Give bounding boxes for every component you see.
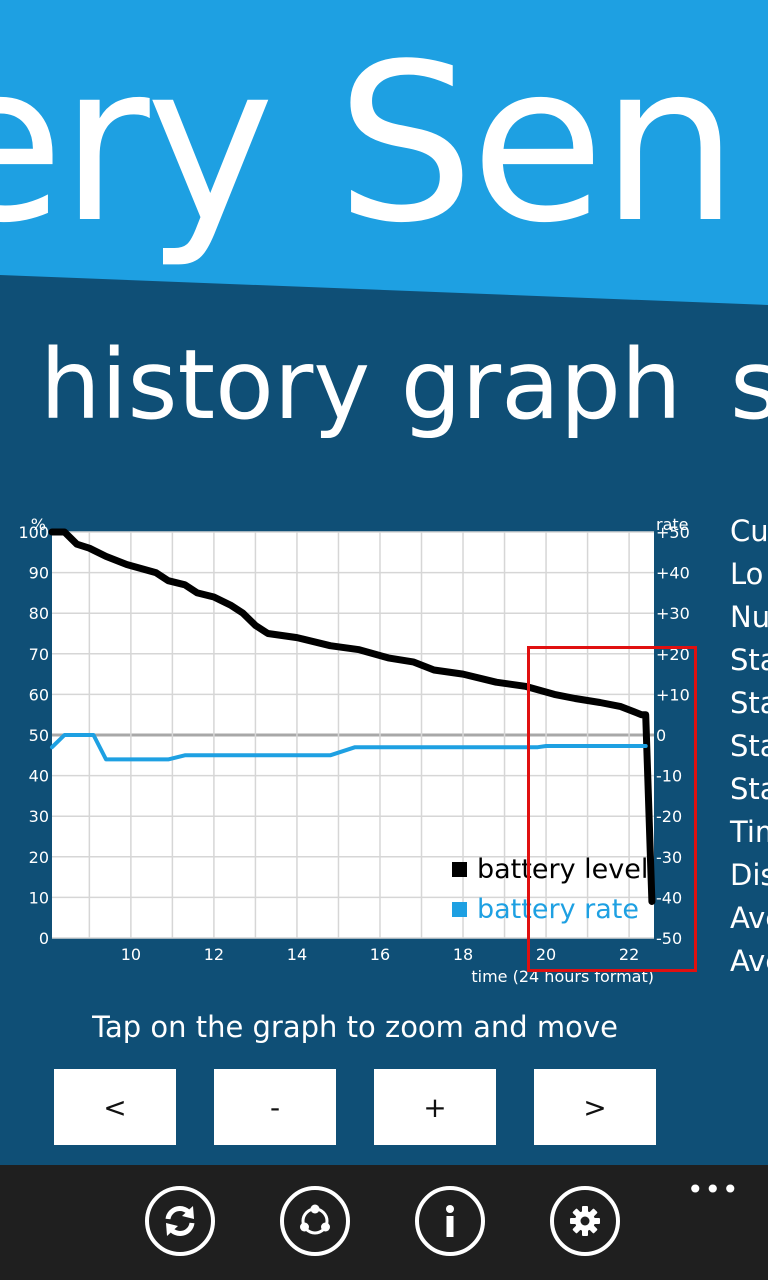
stat-label: Sta — [730, 686, 768, 720]
stat-label: Lo — [730, 557, 764, 591]
stat-label: Dis — [730, 858, 768, 892]
series-line-battery-rate — [50, 733, 648, 762]
info-button[interactable] — [415, 1186, 485, 1256]
y2-tick-label: -10 — [656, 767, 682, 786]
y2-tick-label: +30 — [656, 604, 690, 623]
app-title-band: ery Sen — [0, 0, 768, 305]
y2-tick-label: +40 — [656, 564, 690, 583]
chart-legend: battery level battery rate — [452, 854, 648, 925]
stat-label: Ave — [730, 901, 768, 935]
y2-tick-label: -20 — [656, 807, 682, 826]
y-tick-label: 0 — [39, 929, 49, 948]
y-axis-label: % — [31, 515, 46, 534]
y-tick-label: 10 — [29, 888, 49, 907]
app-title: ery Sen — [0, 18, 739, 271]
x-tick-label: 16 — [370, 945, 390, 964]
legend-swatch — [452, 902, 467, 917]
x-tick-label: 10 — [121, 945, 141, 964]
y2-axis-label: rate — [656, 515, 689, 534]
x-tick-label: 14 — [287, 945, 307, 964]
stat-label: Sta — [730, 772, 768, 806]
pivot-title-current[interactable]: history graph — [40, 329, 682, 441]
x-tick-label: 20 — [536, 945, 556, 964]
stat-label: Sta — [730, 643, 768, 677]
app-bar: ••• — [0, 1165, 768, 1280]
settings-button[interactable] — [550, 1186, 620, 1256]
share-icon — [300, 1204, 330, 1235]
y-tick-label: 50 — [29, 726, 49, 745]
highlight-box — [527, 646, 697, 972]
x-tick-label: 22 — [619, 945, 639, 964]
x-tick-label: 12 — [204, 945, 224, 964]
legend-label: battery level — [477, 854, 648, 885]
refresh-button[interactable] — [145, 1186, 215, 1256]
y2-tick-label: +20 — [656, 645, 690, 664]
chart-axes: 0 10 20 30 40 50 60 70 80 90 100 10 12 14 16 18 20 22 +50 +… — [18, 515, 689, 986]
chart-series — [48, 528, 656, 905]
y-tick-label: 30 — [29, 807, 49, 826]
y2-tick-label: -30 — [656, 848, 682, 867]
zoom-in-button[interactable]: + — [374, 1069, 496, 1145]
settings-icon — [570, 1206, 600, 1236]
stat-label: Ave — [730, 944, 768, 978]
stat-label: Tim — [730, 815, 768, 849]
y2-tick-label: -40 — [656, 888, 682, 907]
y2-tick-label: 0 — [656, 726, 666, 745]
history-graph[interactable]: 0 10 20 30 40 50 60 70 80 90 100 10 12 14 16 18 20 22 +50 +… — [0, 510, 768, 1000]
y-tick-label: 80 — [29, 604, 49, 623]
x-tick-label: 18 — [453, 945, 473, 964]
pivot-title-next[interactable]: s — [730, 329, 768, 441]
stat-label: Nu — [730, 600, 768, 634]
y-tick-label: 90 — [29, 564, 49, 583]
series-line-battery-level — [48, 528, 656, 905]
prev-button[interactable]: < — [54, 1069, 176, 1145]
next-button[interactable]: > — [534, 1069, 656, 1145]
info-icon — [446, 1205, 454, 1237]
y2-tick-label: -50 — [656, 929, 682, 948]
stats-panel: Cu Lo Nu Sta Sta Sta Sta Tim Dis Ave Ave — [730, 510, 768, 983]
y-tick-label: 20 — [29, 848, 49, 867]
refresh-icon — [165, 1206, 195, 1236]
stat-label: Cu — [730, 514, 768, 548]
stat-label: Sta — [730, 729, 768, 763]
y2-tick-label: +10 — [656, 685, 690, 704]
legend-label: battery rate — [477, 894, 639, 925]
y-tick-label: 60 — [29, 685, 49, 704]
y-tick-label: 40 — [29, 767, 49, 786]
y-tick-label: 100 — [18, 523, 49, 542]
share-button[interactable] — [280, 1186, 350, 1256]
y-tick-label: 70 — [29, 645, 49, 664]
zoom-hint: Tap on the graph to zoom and move — [92, 1010, 618, 1044]
chart-grid — [52, 531, 654, 939]
y2-tick-label: +50 — [656, 523, 690, 542]
more-options-ellipsis[interactable]: ••• — [687, 1173, 740, 1206]
legend-swatch — [452, 862, 467, 877]
zoom-out-button[interactable]: - — [214, 1069, 336, 1145]
